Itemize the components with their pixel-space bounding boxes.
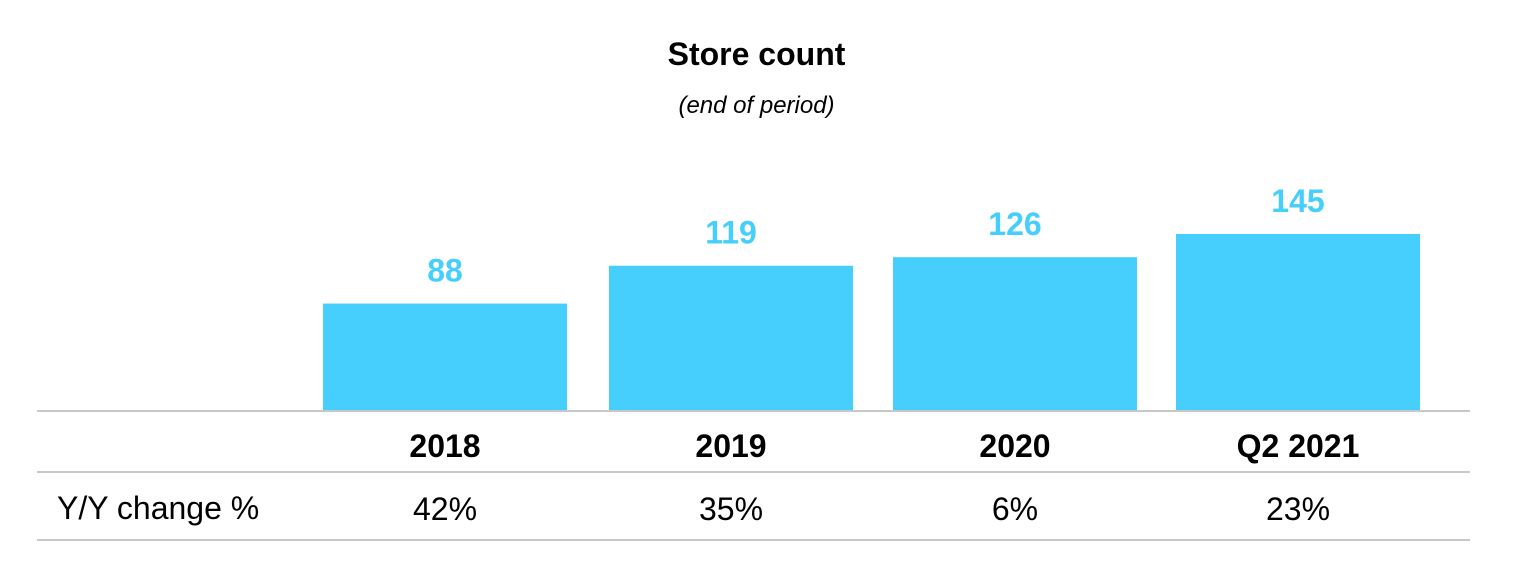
- yoy-change-value: 35%: [699, 491, 763, 527]
- bar-2020: [893, 257, 1137, 411]
- yoy-change-value: 42%: [413, 491, 477, 527]
- bar-2019: [609, 265, 853, 411]
- data-label: 126: [988, 206, 1041, 242]
- data-label: 145: [1271, 183, 1324, 219]
- yoy-change-value: 6%: [992, 491, 1038, 527]
- data-label: 119: [705, 215, 757, 251]
- x-tick-label: 2020: [979, 428, 1050, 464]
- data-label: 88: [427, 253, 463, 289]
- x-tick-label: 2019: [695, 428, 766, 464]
- bar-q2-2021: [1176, 234, 1420, 411]
- yoy-row-label: Y/Y change %: [57, 490, 260, 526]
- bar-2018: [323, 303, 567, 411]
- x-tick-label: Q2 2021: [1237, 428, 1360, 464]
- yoy-change-value: 23%: [1266, 491, 1330, 527]
- x-tick-label: 2018: [409, 428, 480, 464]
- chart-subtitle: (end of period): [678, 92, 835, 119]
- chart-title: Store count: [667, 36, 846, 72]
